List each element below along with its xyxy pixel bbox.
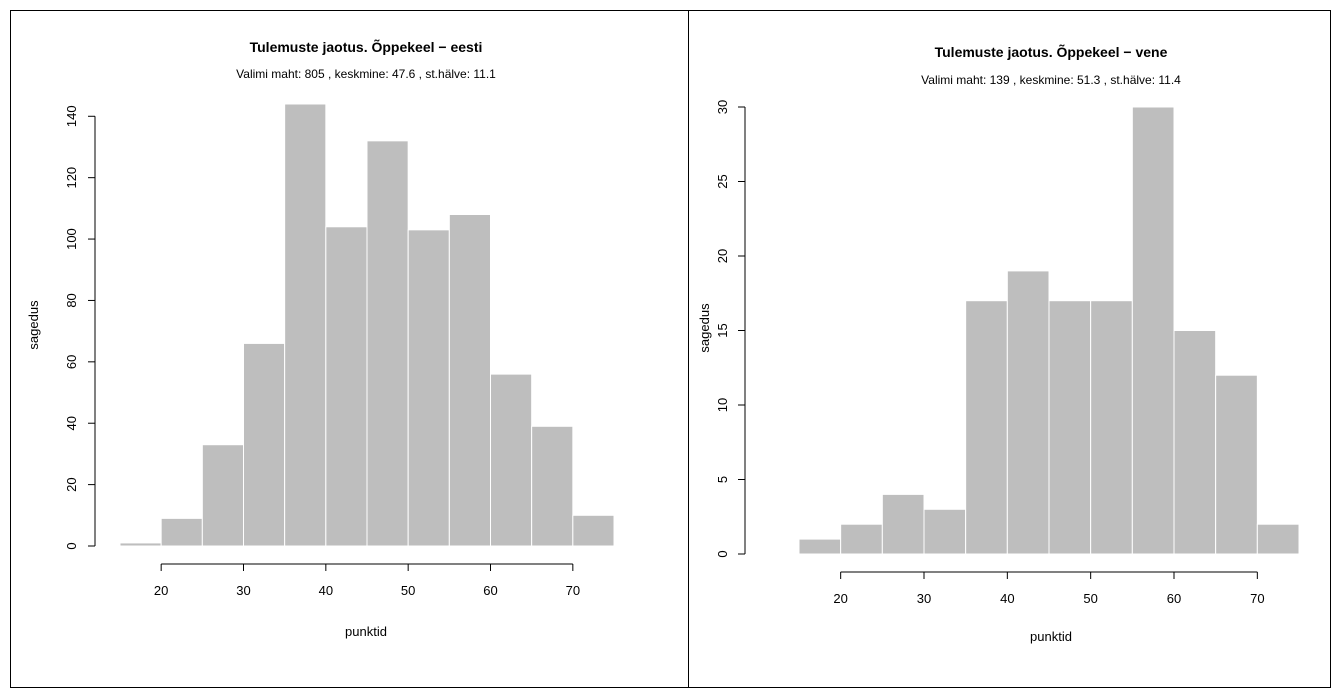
y-tick-label: 40 xyxy=(64,416,79,430)
x-tick-label: 30 xyxy=(917,591,931,606)
x-tick-label: 50 xyxy=(1083,591,1097,606)
histogram-bar xyxy=(1256,523,1300,555)
y-axis-label: sagedus xyxy=(26,300,41,350)
y-tick-label: 100 xyxy=(64,228,79,250)
x-tick-label: 20 xyxy=(833,591,847,606)
y-tick-label: 120 xyxy=(64,167,79,189)
histogram-estonian: Tulemuste jaotus. Õppekeel − eesti Valim… xyxy=(26,38,615,639)
panel-divider xyxy=(688,10,689,688)
histogram-bar xyxy=(160,517,203,547)
y-tick-label: 10 xyxy=(715,398,730,412)
x-tick-label: 60 xyxy=(1167,591,1181,606)
y-axis: 0 5 10 15 20 25 30 xyxy=(715,100,746,558)
histogram-bar xyxy=(881,493,925,555)
histogram-bar xyxy=(325,226,368,547)
x-tick-label: 40 xyxy=(319,583,333,598)
histogram-bar xyxy=(1006,270,1050,555)
x-tick-label: 30 xyxy=(236,583,250,598)
x-tick-label: 70 xyxy=(566,583,580,598)
y-tick-label: 25 xyxy=(715,174,730,188)
y-tick-label: 60 xyxy=(64,355,79,369)
histogram-bar xyxy=(490,373,533,547)
histogram-bar xyxy=(572,514,615,547)
x-tick-label: 60 xyxy=(483,583,497,598)
y-tick-label: 15 xyxy=(715,323,730,337)
x-tick-label: 20 xyxy=(154,583,168,598)
chart-subtitle: Valimi maht: 805 , keskmine: 47.6 , st.h… xyxy=(236,67,496,81)
histogram-bar xyxy=(798,538,842,555)
y-tick-label: 80 xyxy=(64,293,79,307)
histogram-bar xyxy=(1215,374,1258,555)
x-axis-label: punktid xyxy=(1030,629,1072,644)
histogram-bar xyxy=(923,508,967,555)
histogram-bar xyxy=(201,444,244,547)
histogram-bar xyxy=(531,425,574,547)
bars-group xyxy=(119,103,615,547)
x-tick-label: 70 xyxy=(1250,591,1264,606)
histogram-bar xyxy=(1090,300,1133,555)
x-tick-label: 40 xyxy=(1000,591,1014,606)
y-tick-label: 30 xyxy=(715,100,730,114)
y-tick-label: 0 xyxy=(64,542,79,549)
x-axis: 20 30 40 50 60 70 xyxy=(833,571,1265,606)
histogram-russian: Tulemuste jaotus. Õppekeel − vene Valimi… xyxy=(697,43,1300,644)
x-axis: 20 30 40 50 60 70 xyxy=(154,563,580,598)
y-axis: 0 20 40 60 80 100 120 140 xyxy=(64,105,96,550)
chart-subtitle: Valimi maht: 139 , keskmine: 51.3 , st.h… xyxy=(921,73,1181,87)
chart-title: Tulemuste jaotus. Õppekeel − vene xyxy=(935,43,1168,60)
histogram-bar xyxy=(965,300,1008,555)
histogram-bar xyxy=(448,214,492,547)
bars-group xyxy=(798,106,1300,555)
y-tick-label: 0 xyxy=(715,550,730,557)
y-tick-label: 20 xyxy=(64,477,79,491)
x-tick-label: 50 xyxy=(401,583,415,598)
histogram-bar xyxy=(840,523,883,555)
chart-title: Tulemuste jaotus. Õppekeel − eesti xyxy=(250,38,483,55)
y-tick-label: 20 xyxy=(715,249,730,263)
y-axis-label: sagedus xyxy=(697,303,712,353)
histogram-bar xyxy=(1173,330,1217,555)
histogram-bar xyxy=(284,103,327,547)
y-tick-label: 5 xyxy=(715,476,730,483)
histogram-bar xyxy=(366,140,409,547)
histogram-bar xyxy=(407,229,450,547)
histogram-bar xyxy=(119,542,162,547)
histogram-bar xyxy=(1131,106,1175,555)
histogram-bar xyxy=(1048,300,1092,555)
histogram-bar xyxy=(243,342,286,547)
x-axis-label: punktid xyxy=(345,624,387,639)
y-tick-label: 140 xyxy=(64,105,79,127)
